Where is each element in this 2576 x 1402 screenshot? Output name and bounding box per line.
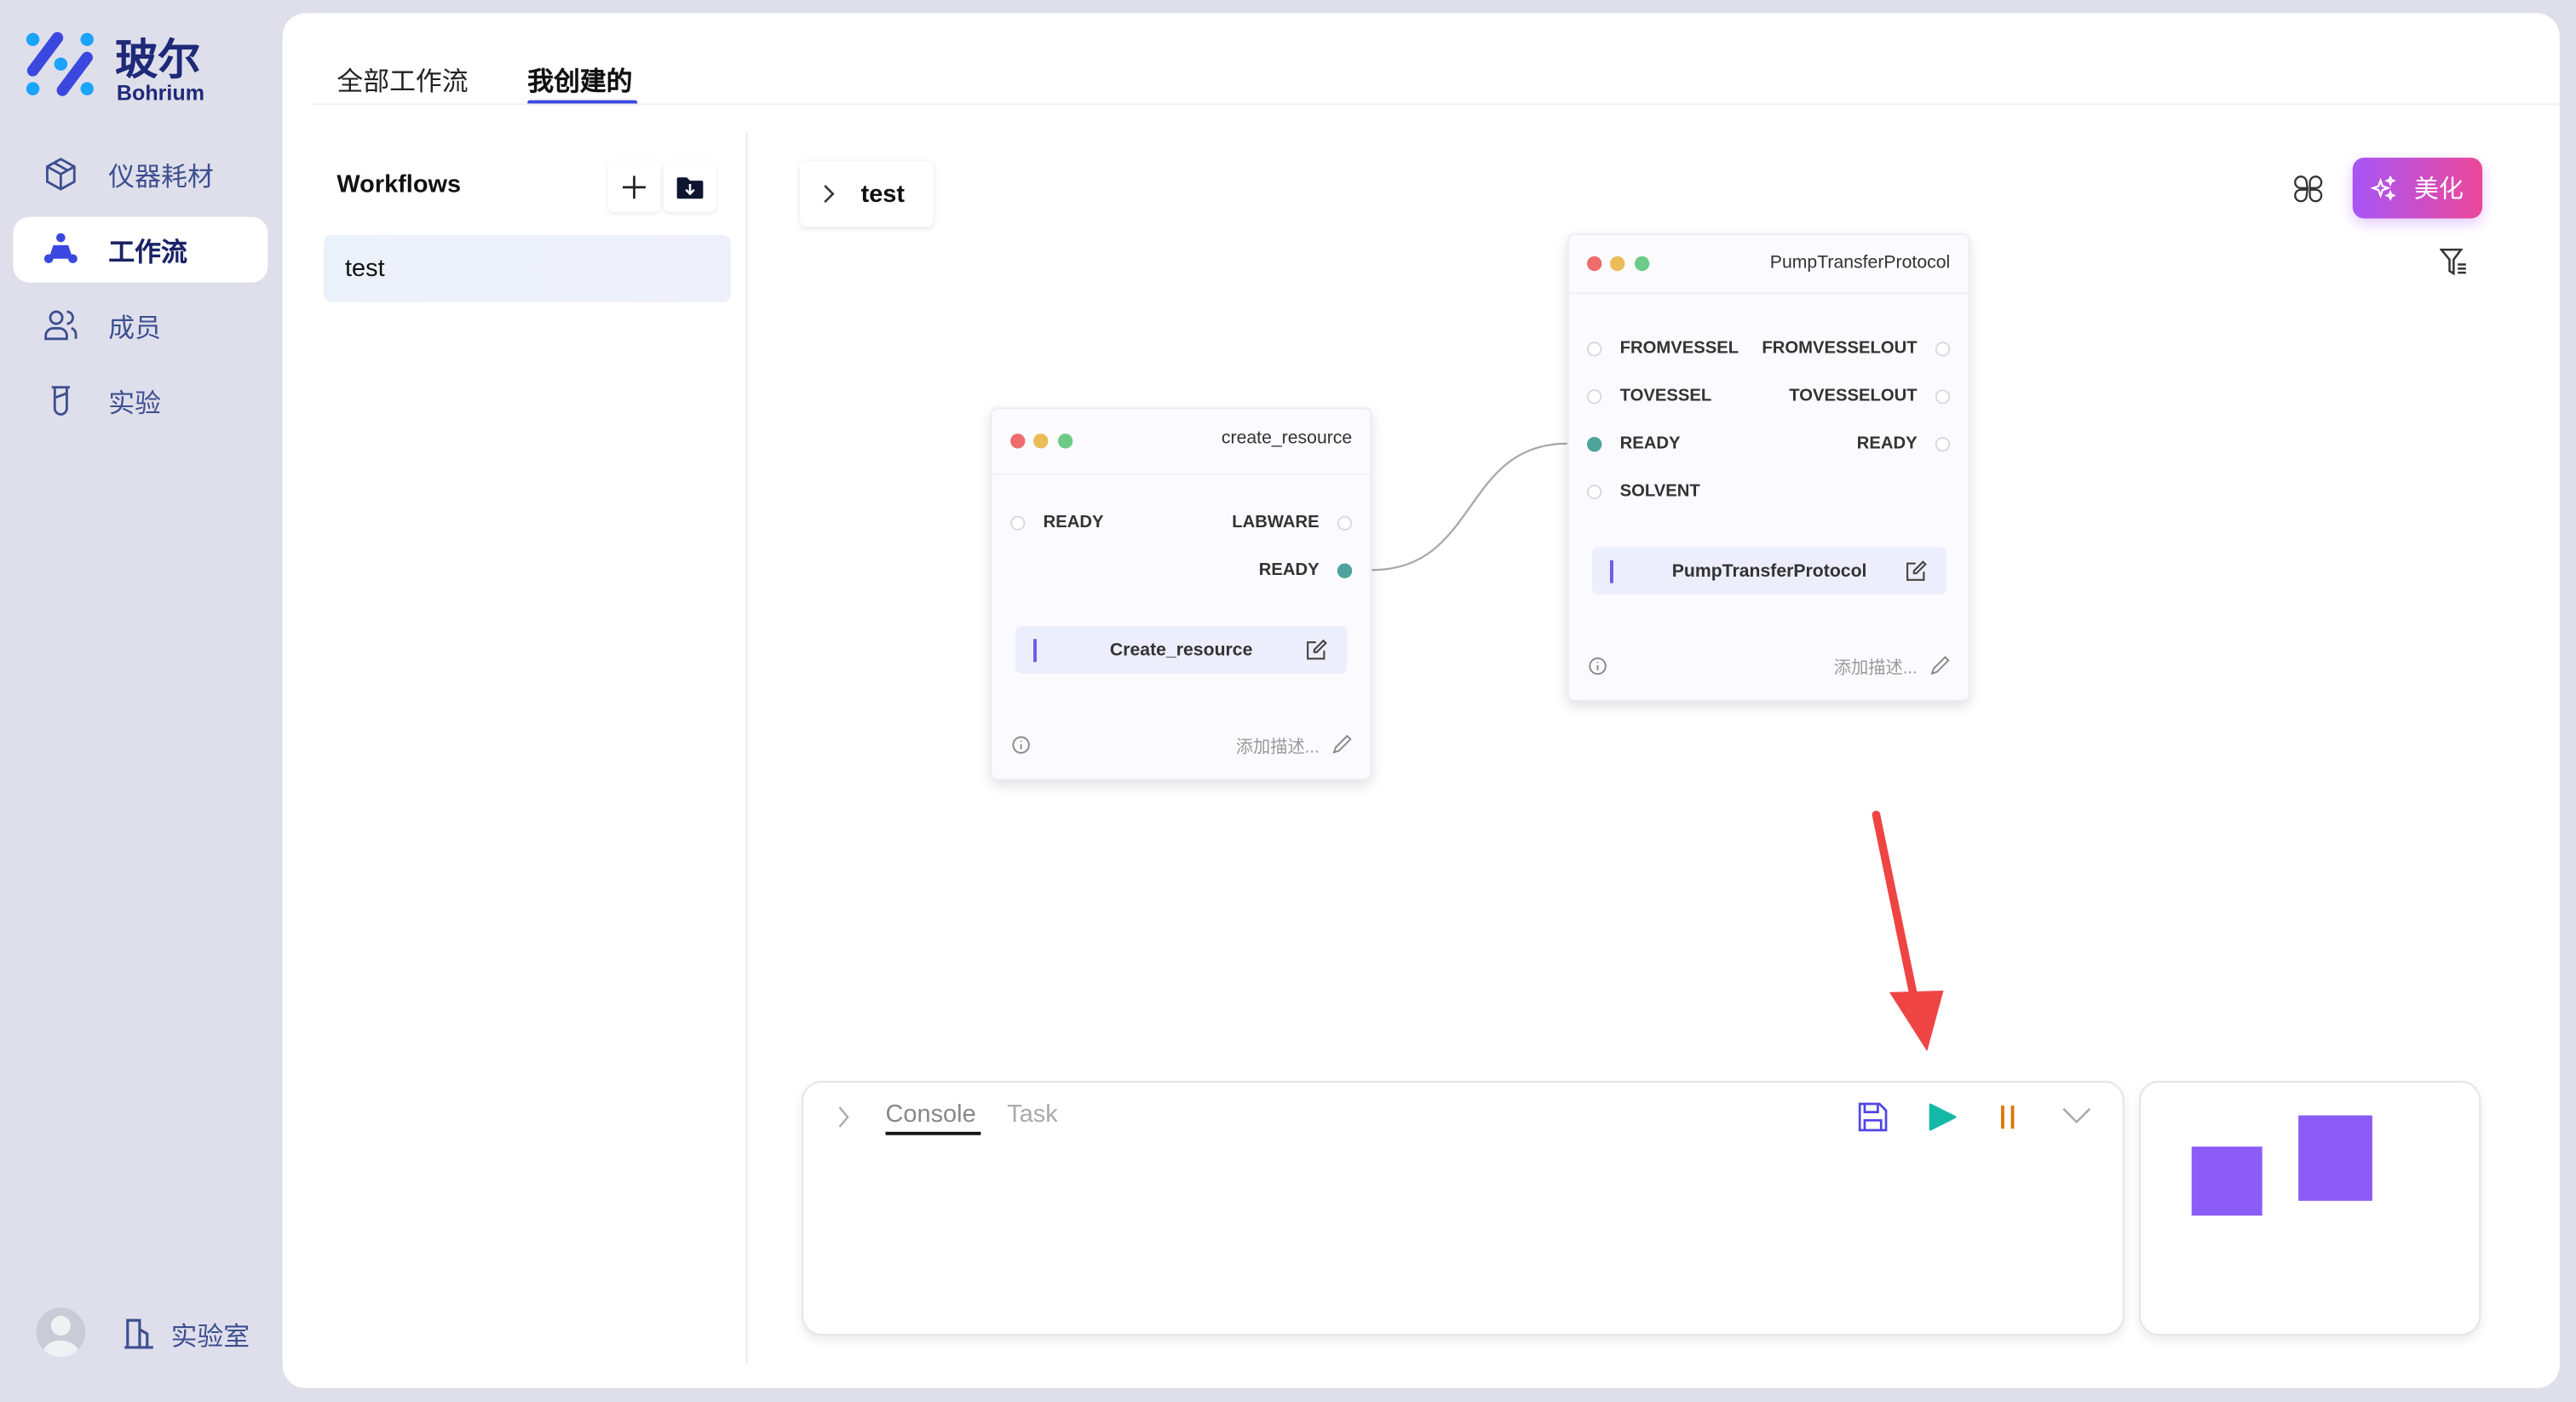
bohrium-logo-icon <box>26 32 94 96</box>
lab-label: 实验室 <box>170 1324 250 1353</box>
edge-ready-connection[interactable] <box>1371 442 1567 572</box>
chevron-right-icon <box>824 185 835 204</box>
output-pin-labware[interactable] <box>1337 515 1353 531</box>
green-dot-icon <box>1634 256 1650 272</box>
expand-chevron-icon[interactable] <box>837 1106 851 1129</box>
input-pin-fromvessel[interactable] <box>1587 342 1602 357</box>
minimap-node-pump-transfer <box>2298 1115 2372 1201</box>
tab-my-workflows[interactable]: 我创建的 <box>527 69 633 97</box>
sidebar-item-workflow[interactable]: 工作流 <box>13 216 268 283</box>
node-title: PumpTransferProtocol <box>1769 253 1951 273</box>
users-icon <box>44 310 78 341</box>
pause-icon[interactable] <box>1996 1102 2019 1132</box>
user-avatar[interactable] <box>36 1307 86 1358</box>
description-placeholder[interactable]: 添加描述... <box>1235 737 1320 758</box>
breadcrumb[interactable]: test <box>800 161 933 227</box>
output-pin-fromvesselout[interactable] <box>1935 342 1951 357</box>
active-tab-underline <box>527 100 638 106</box>
workflow-list-item[interactable]: test <box>323 234 732 302</box>
input-port-label: READY <box>1043 512 1104 532</box>
tab-task[interactable]: Task <box>1007 1100 1058 1129</box>
logo: 玻尔 Bohrium <box>25 30 205 105</box>
sidebar-item-instruments[interactable]: 仪器耗材 <box>13 141 267 207</box>
info-icon[interactable] <box>1012 736 1030 754</box>
annotation-arrow <box>1872 810 1944 1052</box>
info-icon[interactable] <box>1589 657 1607 675</box>
play-icon[interactable] <box>1927 1102 1957 1132</box>
beautify-label: 美化 <box>2414 175 2464 204</box>
sidebar-item-label: 仪器耗材 <box>108 164 214 192</box>
output-port-label: FROMVESSELOUT <box>1762 338 1918 359</box>
input-pin-solvent[interactable] <box>1587 484 1602 500</box>
output-pin-ready[interactable] <box>1337 563 1353 578</box>
box-icon <box>46 158 76 191</box>
beautify-button[interactable]: 美化 <box>2352 158 2483 219</box>
output-port-label: READY <box>1258 560 1320 580</box>
layout-grid-icon[interactable] <box>2293 174 2323 204</box>
workflow-icon <box>43 233 78 264</box>
sidebar-item-experiments[interactable]: 实验 <box>13 368 267 434</box>
tab-all-workflows[interactable]: 全部工作流 <box>336 69 469 97</box>
output-pin-ready[interactable] <box>1935 437 1951 452</box>
brand-name-cn: 玻尔 <box>115 34 201 84</box>
sidebar-item-members[interactable]: 成员 <box>13 292 267 358</box>
import-workflow-button[interactable] <box>664 161 716 212</box>
edit-icon[interactable] <box>1306 639 1327 660</box>
workflows-title: Workflows <box>336 170 462 199</box>
sparkles-icon <box>2371 175 2397 201</box>
sidebar-item-label: 成员 <box>108 315 162 344</box>
node-title: create_resource <box>1221 428 1353 449</box>
output-pin-tovesselout[interactable] <box>1935 389 1951 405</box>
node-name: PumpTransferProtocol <box>1671 560 1867 581</box>
output-port-label: READY <box>1856 434 1918 454</box>
input-pin-ready[interactable] <box>1587 437 1602 452</box>
minimap[interactable] <box>2139 1081 2481 1336</box>
add-workflow-button[interactable] <box>608 161 661 212</box>
collapse-chevron-icon[interactable] <box>2061 1106 2091 1125</box>
output-port-label: LABWARE <box>1232 512 1320 532</box>
output-port-label: TOVESSELOUT <box>1789 386 1918 406</box>
flask-icon <box>51 386 70 416</box>
lab-switcher[interactable]: 实验室 <box>122 1314 250 1353</box>
node-header[interactable]: PumpTransferProtocol <box>1568 235 1969 295</box>
node-header[interactable]: create_resource <box>992 409 1371 475</box>
tabs-divider <box>312 103 2560 106</box>
sidebar-item-label: 工作流 <box>108 239 187 268</box>
input-port-label: FROMVESSEL <box>1619 338 1739 359</box>
node-name: Create_resource <box>1109 640 1253 660</box>
red-dot-icon <box>1587 256 1602 272</box>
pencil-icon[interactable] <box>1332 734 1352 754</box>
plus-icon <box>622 175 646 198</box>
brand-name-en: Bohrium <box>116 80 205 106</box>
minimap-node-create-resource <box>2191 1146 2263 1216</box>
red-dot-icon <box>1010 434 1026 449</box>
yellow-dot-icon <box>1033 434 1049 449</box>
node-pump-transfer-protocol[interactable]: PumpTransferProtocol FROMVESSEL FROMVESS… <box>1567 233 1970 702</box>
folder-download-icon <box>676 176 704 198</box>
green-dot-icon <box>1058 434 1073 449</box>
pencil-icon[interactable] <box>1930 656 1950 675</box>
console-tab-underline <box>885 1131 981 1135</box>
node-create-resource[interactable]: create_resource READY LABWARE READY Crea… <box>990 407 1372 781</box>
save-icon[interactable] <box>1858 1102 1888 1132</box>
panel-divider <box>745 131 748 1364</box>
node-name-field[interactable]: Create_resource <box>1015 625 1348 674</box>
input-pin-ready[interactable] <box>1010 515 1026 531</box>
sidebar-item-label: 实验 <box>108 391 162 419</box>
console-panel: Console Task <box>802 1081 2125 1336</box>
node-name-field[interactable]: PumpTransferProtocol <box>1591 547 1947 595</box>
building-icon <box>124 1319 153 1349</box>
filter-icon[interactable] <box>2439 248 2470 276</box>
input-port-label: SOLVENT <box>1619 481 1700 502</box>
tab-console[interactable]: Console <box>885 1100 976 1129</box>
edit-icon[interactable] <box>1906 560 1927 582</box>
description-placeholder[interactable]: 添加描述... <box>1833 658 1918 679</box>
yellow-dot-icon <box>1610 256 1625 272</box>
workflow-name: test <box>345 254 385 283</box>
input-pin-tovessel[interactable] <box>1587 389 1602 405</box>
breadcrumb-label: test <box>860 180 906 208</box>
input-port-label: TOVESSEL <box>1619 386 1712 406</box>
input-port-label: READY <box>1619 434 1681 454</box>
